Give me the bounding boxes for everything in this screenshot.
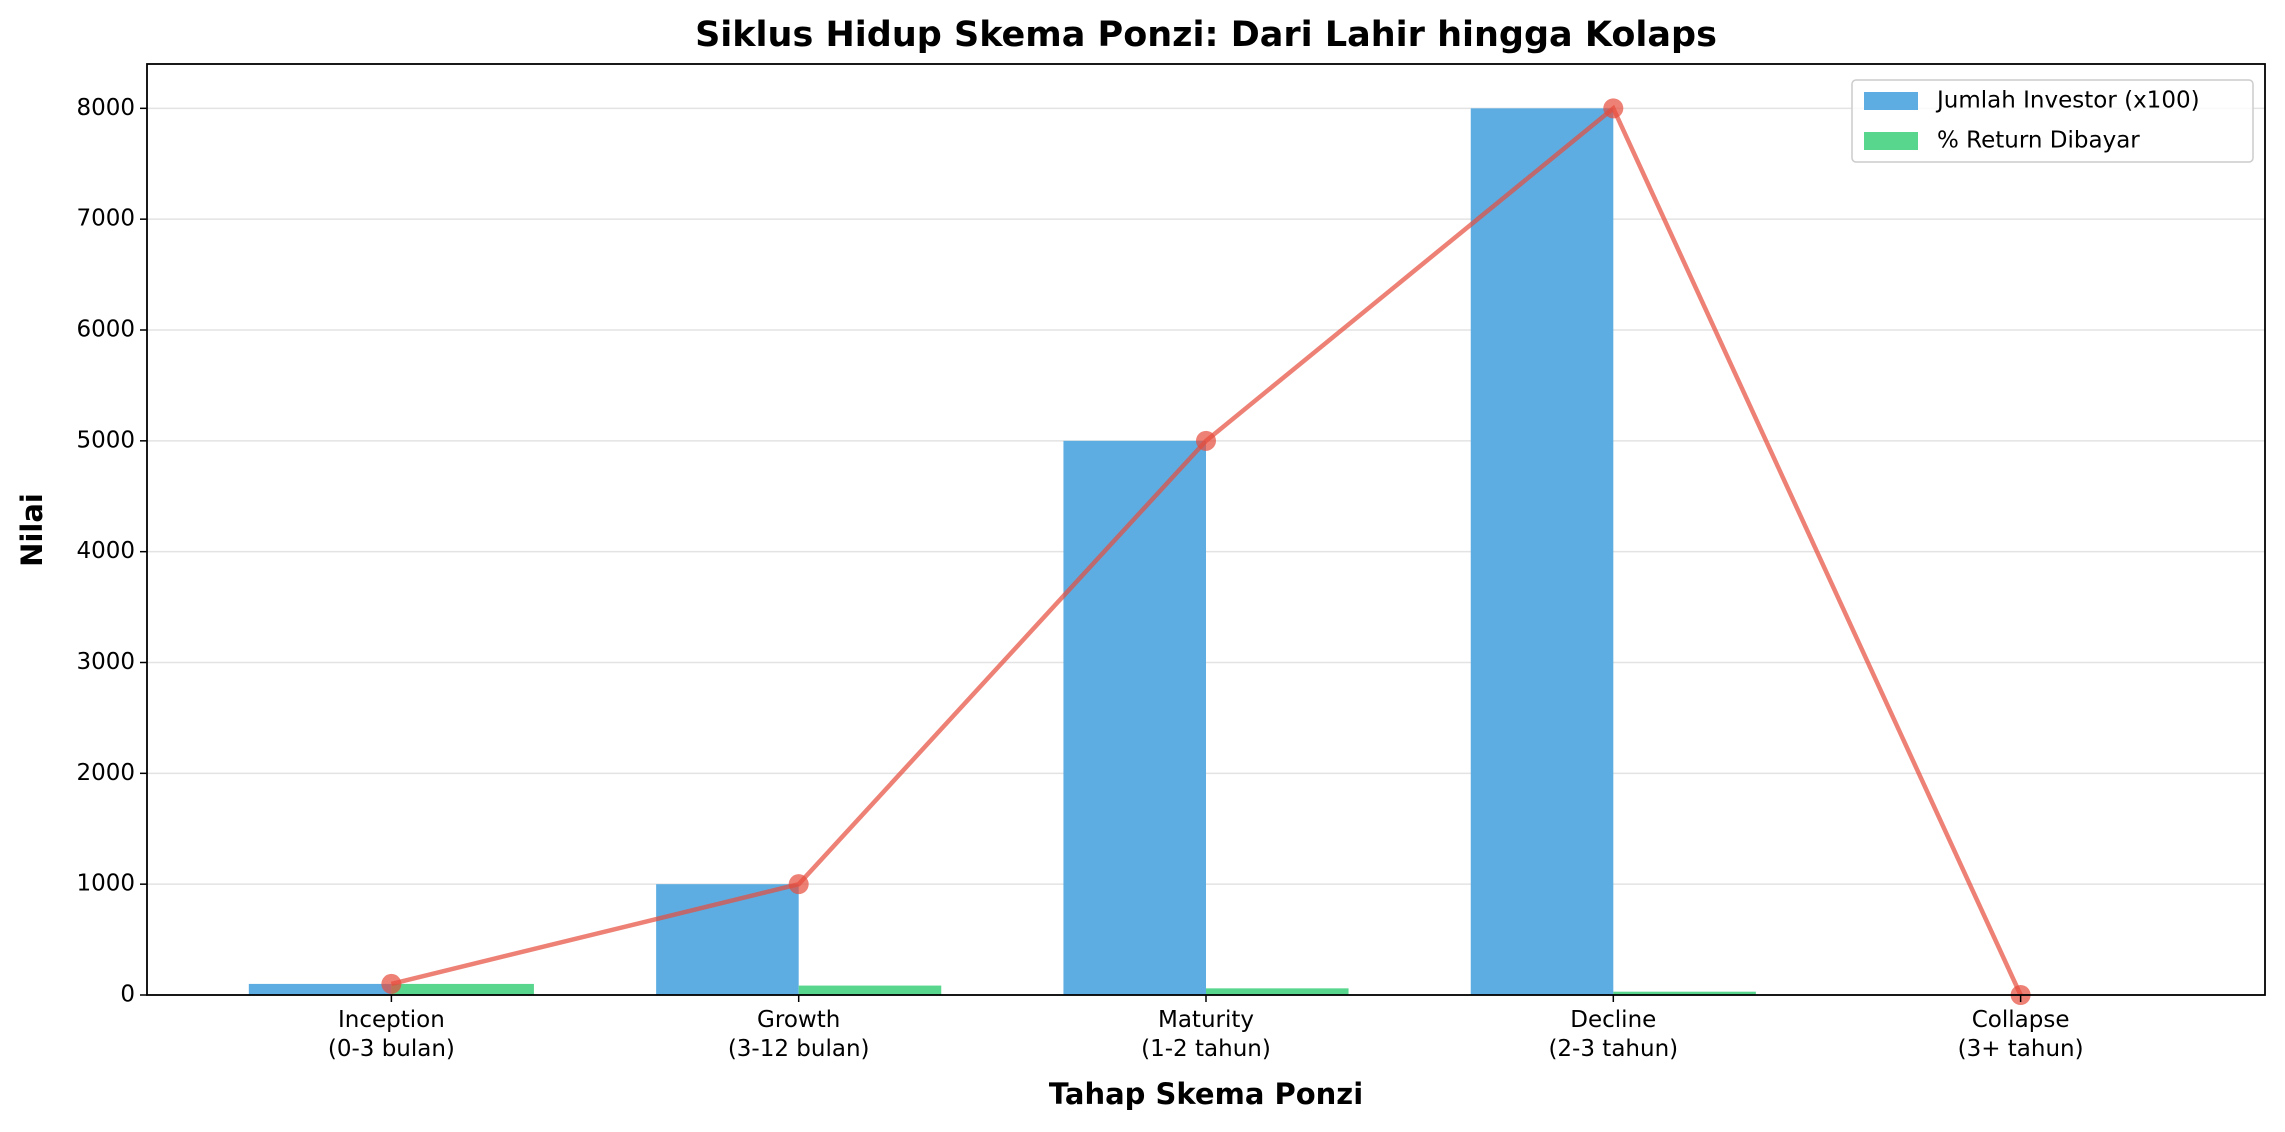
y-tick-label: 2000 xyxy=(76,760,135,786)
y-axis-label: Nilai xyxy=(15,493,49,567)
y-tick-label: 6000 xyxy=(76,317,135,343)
x-axis-label: Tahap Skema Ponzi xyxy=(1049,1077,1363,1111)
chart-title: Siklus Hidup Skema Ponzi: Dari Lahir hin… xyxy=(695,15,1717,55)
bar xyxy=(391,983,534,995)
x-tick-label: Maturity (1-2 tahun) xyxy=(1141,1007,1271,1062)
trend-marker xyxy=(788,874,809,895)
bar xyxy=(1613,991,1756,995)
legend-box xyxy=(1851,79,2254,163)
x-tick-label: Growth (3-12 bulan) xyxy=(727,1007,870,1062)
y-tick-label: 3000 xyxy=(76,649,135,675)
trend-marker xyxy=(1196,430,1216,451)
x-tick-label: Collapse (3+ tahun) xyxy=(1957,1007,2084,1062)
legend-label: Jumlah Investor (x100) xyxy=(1935,88,2200,114)
y-tick-label: 0 xyxy=(120,982,135,1008)
bar xyxy=(1063,440,1206,995)
bar xyxy=(1206,988,1349,995)
trend-marker xyxy=(381,973,402,994)
x-tick-label: Inception (0-3 bulan) xyxy=(327,1007,455,1062)
trend-marker xyxy=(1603,98,1624,119)
legend-swatch xyxy=(1864,132,1918,150)
y-tick-label: 4000 xyxy=(76,538,135,564)
y-tick-label: 1000 xyxy=(76,871,135,897)
bar xyxy=(798,985,942,995)
y-tick-label: 8000 xyxy=(76,95,135,121)
bar xyxy=(248,983,392,995)
y-tick-label: 5000 xyxy=(76,427,135,453)
x-tick-label: Decline (2-3 tahun) xyxy=(1548,1007,1679,1062)
bar xyxy=(1470,108,1614,996)
legend-label: % Return Dibayar xyxy=(1937,128,2140,154)
y-tick-label: 7000 xyxy=(76,206,135,232)
legend-swatch xyxy=(1864,92,1918,110)
